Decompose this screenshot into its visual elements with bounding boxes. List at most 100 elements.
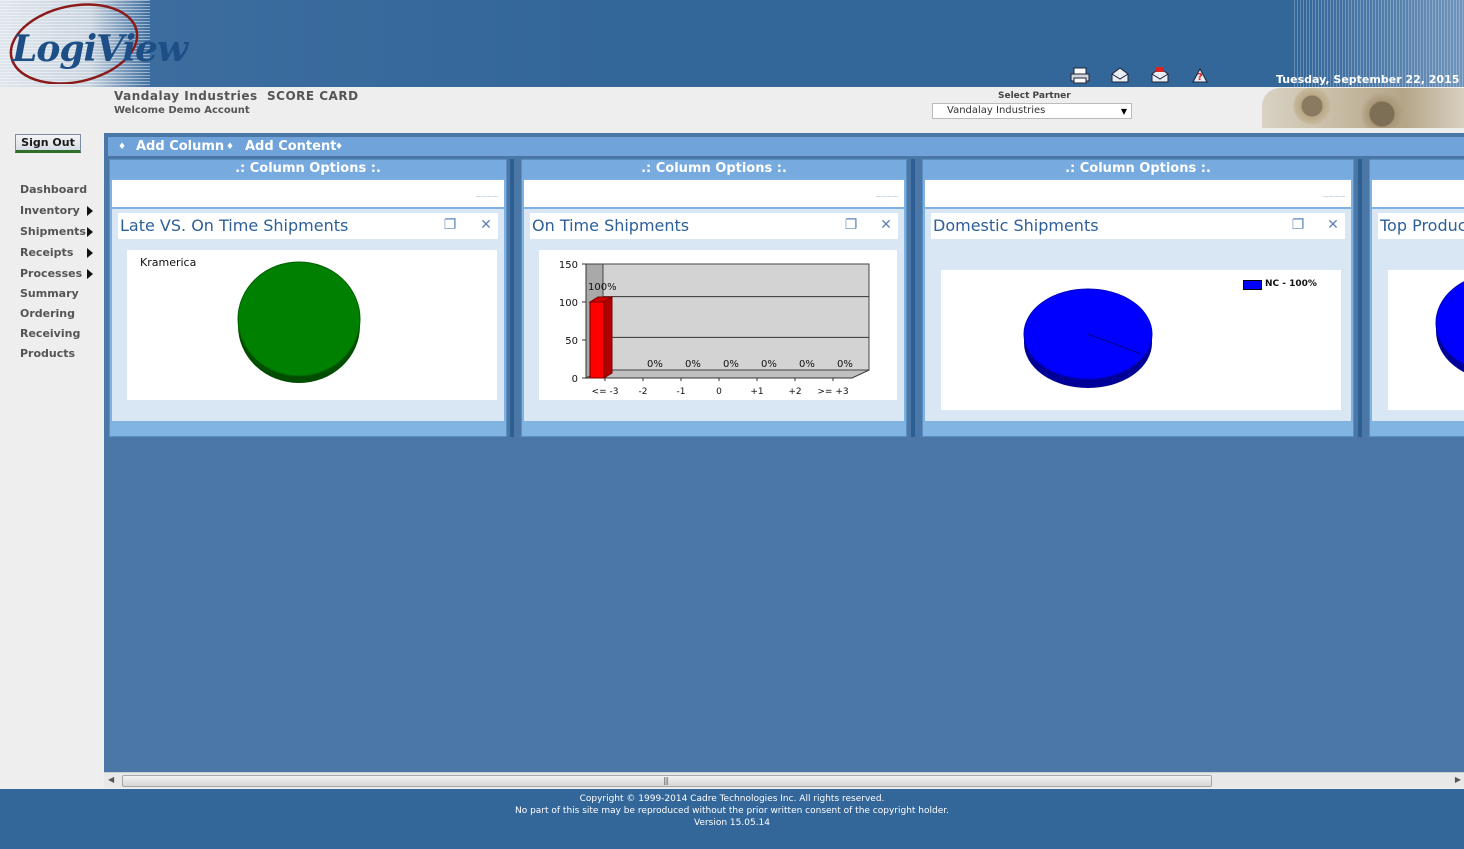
data-label: 0% [685, 359, 701, 370]
sidebar-item-receiving[interactable]: Receiving [20, 327, 96, 347]
column-footer [110, 422, 506, 436]
sidebar-item-label: Summary [20, 287, 79, 300]
close-icon[interactable]: ✕ [880, 217, 892, 233]
add-content-button[interactable]: Add Content [245, 139, 337, 154]
close-icon[interactable]: ✕ [480, 217, 492, 233]
column-dropzone: ~~~~ [524, 180, 904, 207]
portlet-title[interactable]: On Time Shipments [530, 213, 898, 239]
column-separator[interactable] [510, 159, 514, 437]
portlet: On Time Shipments ❐ ✕ 0 50 100 150 100% <= -3… [524, 209, 904, 421]
ontime-shipments-chart: 0 50 100 150 100% <= -3 0% -2 0% -1 0% 0 0% +1 0% +2 0% >… [539, 250, 897, 400]
copyright-text: Copyright © 1999-2014 Cadre Technologies… [579, 794, 885, 804]
x-tick-label: +2 [788, 387, 801, 397]
sidebar-item-dashboard[interactable]: Dashboard [20, 183, 96, 204]
partner-select-value: Vandalay Industries [947, 105, 1046, 116]
column-footer [1370, 422, 1464, 436]
restore-window-icon[interactable]: ❐ [844, 217, 858, 233]
pie-slice [237, 261, 361, 377]
x-tick-label: 0 [716, 387, 722, 397]
sidebar-item-label: Inventory [20, 204, 80, 217]
select-partner-label: Select Partner [998, 91, 1071, 101]
logiview-logo[interactable]: LogiView ® [4, 2, 188, 84]
dashboard-column: Top Products [1369, 159, 1464, 437]
current-date: Tuesday, September 22, 2015 [1276, 73, 1460, 86]
version-text: Version 15.05.14 [693, 818, 771, 828]
column-separator[interactable] [1358, 159, 1362, 437]
pie-chart-svg [1023, 288, 1153, 388]
company-scorecard-title: Vandalay Industries SCORE CARD [114, 89, 359, 103]
help-icon[interactable]: ? [1190, 66, 1210, 84]
x-tick-label: >= +3 [817, 387, 848, 397]
sidebar-item-receipts[interactable]: Receipts [20, 246, 96, 267]
scroll-right-icon[interactable]: ▶ [1454, 775, 1461, 784]
data-label: 0% [723, 359, 739, 370]
grip-icon: ||| [663, 776, 669, 785]
x-tick-label: -2 [639, 387, 648, 397]
x-tick-label: -1 [677, 387, 686, 397]
partner-select[interactable]: Vandalay Industries ▼ [932, 103, 1132, 119]
chevron-down-icon[interactable]: ▼ [1120, 107, 1127, 116]
pie-chart-svg [237, 261, 361, 383]
horizontal-scrollbar[interactable]: ◀ ||| ▶ [104, 772, 1464, 788]
column-options-button[interactable]: .: Column Options :. [522, 160, 906, 179]
arrow-right-icon [87, 248, 93, 258]
sidebar-nav: Dashboard Inventory Shipments Receipts P… [20, 183, 96, 367]
dashboard-column: .: Column Options :. ~~~~ Domestic Shipm… [922, 159, 1354, 437]
column-dash: ~~~~ [1322, 192, 1346, 201]
column-footer [923, 422, 1353, 436]
mail-alert-icon[interactable] [1150, 66, 1170, 84]
scroll-left-icon[interactable]: ◀ [108, 775, 115, 784]
mail-icon[interactable] [1110, 66, 1130, 84]
logo-text: LogiView [12, 28, 188, 70]
bar-side [603, 296, 613, 379]
pie-slice-edge [1087, 333, 1142, 355]
sidebar-item-shipments[interactable]: Shipments [20, 225, 96, 246]
column-options-button[interactable] [1370, 160, 1464, 179]
sidebar-item-summary[interactable]: Summary [20, 287, 96, 307]
close-icon[interactable]: ✕ [1327, 217, 1339, 233]
arrow-right-icon [87, 269, 93, 279]
scrollbar-thumb[interactable]: ||| [122, 775, 1212, 787]
print-icon[interactable] [1070, 66, 1090, 84]
data-label: 0% [799, 359, 815, 370]
column-dropzone: ~~~~ [925, 180, 1351, 207]
portlet-title[interactable]: Top Products [1378, 213, 1464, 239]
pie-label: Kramerica [140, 256, 197, 269]
sidebar-item-inventory[interactable]: Inventory [20, 204, 96, 225]
sidebar-item-processes[interactable]: Processes [20, 267, 96, 287]
sidebar-item-label: Ordering [20, 307, 76, 320]
page-footer: Copyright © 1999-2014 Cadre Technologies… [0, 789, 1464, 849]
bar-top [588, 296, 614, 303]
sidebar-item-products[interactable]: Products [20, 347, 96, 367]
diamond-icon: ♦ [118, 142, 127, 152]
restore-window-icon[interactable]: ❐ [1291, 217, 1305, 233]
column-options-button[interactable]: .: Column Options :. [923, 160, 1353, 179]
add-column-button[interactable]: Add Column [136, 139, 225, 154]
column-footer [522, 422, 906, 436]
legend-swatch [1243, 280, 1262, 290]
column-options-button[interactable]: .: Column Options :. [110, 160, 506, 179]
column-dash: ~~~~ [875, 192, 899, 201]
sidebar-item-label: Receiving [20, 327, 81, 340]
sidebar-item-label: Products [20, 347, 76, 360]
portlet-title[interactable]: Late VS. On Time Shipments [118, 213, 498, 239]
data-label: 0% [761, 359, 777, 370]
restore-window-icon[interactable]: ❐ [443, 217, 457, 233]
legend-label: NC - 100% [1265, 279, 1317, 289]
dashboard-column: .: Column Options :. ~~~~ Late VS. On Ti… [109, 159, 507, 437]
column-separator[interactable] [911, 159, 915, 437]
sign-out-button[interactable]: Sign Out [15, 134, 81, 153]
chart-floor [585, 369, 870, 379]
data-label: 100% [588, 282, 617, 293]
header-stripes-right [1294, 0, 1464, 87]
column-dropzone: ~~~~ [112, 180, 504, 207]
arrow-right-icon [87, 227, 93, 237]
gears-banner-image [1262, 88, 1464, 128]
portlet: Top Products [1372, 209, 1464, 421]
arrow-right-icon [87, 206, 93, 216]
portlet-title[interactable]: Domestic Shipments [931, 213, 1345, 239]
sidebar-item-label: Receipts [20, 246, 74, 259]
sidebar-item-ordering[interactable]: Ordering [20, 307, 96, 327]
column-dash: ~~~~ [475, 192, 499, 201]
bar-chart-svg: 0 50 100 150 100% <= -3 0% -2 0% -1 0% 0 0% +1 0% +2 0% >… [559, 260, 870, 397]
